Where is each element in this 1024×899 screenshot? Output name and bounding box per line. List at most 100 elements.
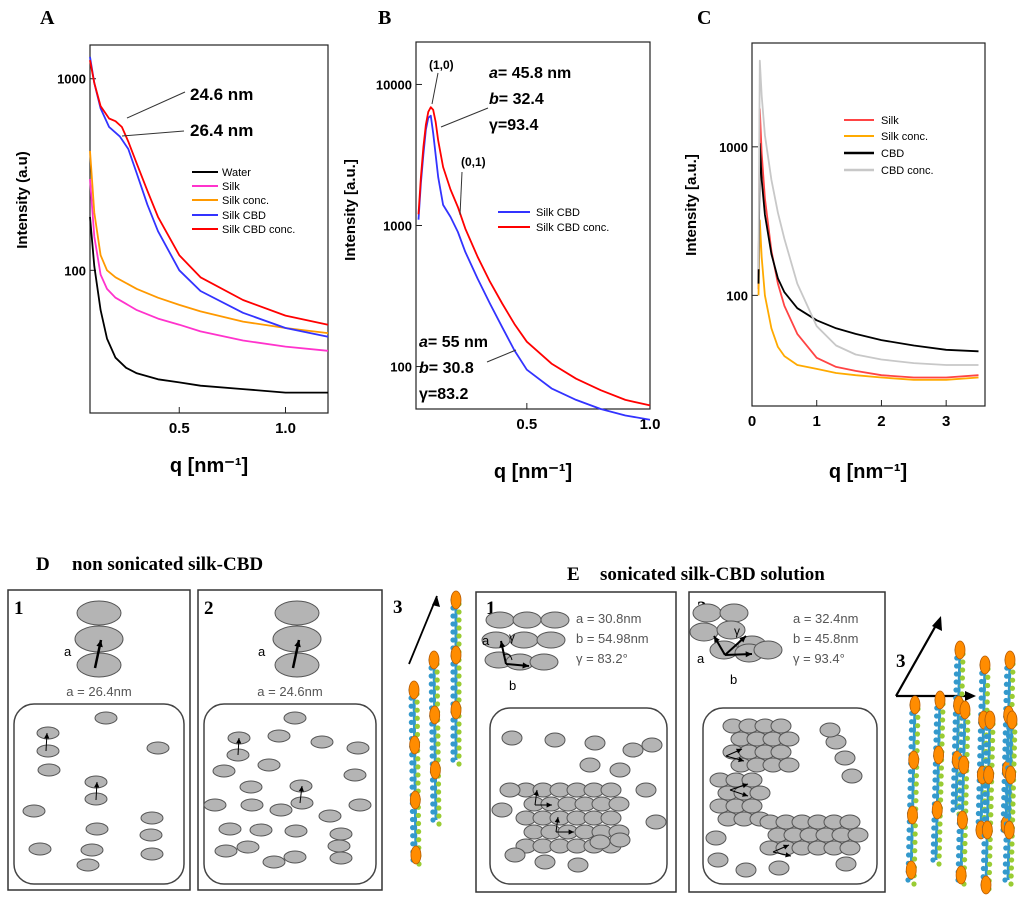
cbd-domain <box>1005 765 1017 785</box>
fiber-bead <box>977 753 983 759</box>
cbd-domain <box>1006 710 1018 730</box>
protein-fiber <box>955 700 971 887</box>
cbd-domain <box>957 810 968 830</box>
panel-a-ylabel: Intensity (a.u) <box>14 151 31 249</box>
e-box-1-particles <box>491 730 667 873</box>
e-box-1-param-a: a = 30.8nm <box>576 611 641 626</box>
schematic-d-title: non sonicated silk-CBD <box>72 554 263 575</box>
e-box-1-label-a: a <box>482 633 490 648</box>
e-box-1-inner <box>489 707 668 885</box>
cbd-domain <box>1004 650 1016 670</box>
fiber-bead <box>957 788 963 794</box>
fiber-bead <box>988 787 995 793</box>
particle <box>544 732 566 748</box>
particle <box>267 729 291 743</box>
lattice-vector-a-head <box>714 636 720 643</box>
lattice-particle <box>485 611 515 629</box>
b-series-silk-cbd <box>417 114 651 421</box>
particle <box>499 782 521 798</box>
particle <box>236 840 260 854</box>
fiber-bead <box>428 689 434 695</box>
cbd-domain <box>409 790 421 810</box>
d-box-1-inner <box>13 703 185 885</box>
cbd-domain <box>905 860 917 880</box>
annotation-01-arrow <box>459 171 463 216</box>
fiber-bead <box>939 733 945 739</box>
fiber-bead <box>914 731 921 737</box>
fiber-bead <box>1002 869 1008 875</box>
fiber-bead <box>415 756 421 762</box>
lattice-particle <box>540 611 570 629</box>
fiber-bead <box>938 765 945 771</box>
fiber-bead <box>450 613 456 619</box>
particle <box>741 772 763 788</box>
fiber-bead <box>410 841 416 847</box>
c-ytick-label: 100 <box>726 288 748 303</box>
legend-label-b-silk-cbd-conc: Silk CBD conc. <box>536 222 609 234</box>
fiber-bead <box>1003 697 1009 704</box>
d-box-2 <box>197 589 383 891</box>
fiber-bead <box>960 667 966 673</box>
fiber-bead <box>956 828 962 835</box>
fiber-backbone <box>432 659 438 821</box>
stack-particle <box>76 600 122 626</box>
fiber-bead <box>1009 701 1015 708</box>
fiber-bead <box>955 861 961 867</box>
small-vector-head <box>742 791 748 797</box>
lattice-particle <box>716 620 746 640</box>
annotation-24-6: 24.6 nm <box>190 85 253 104</box>
d-fibers-number: 3 <box>393 597 403 618</box>
fiber-bead <box>982 791 988 797</box>
fiber-bead <box>978 695 984 701</box>
fiber-bead <box>988 812 994 818</box>
fiber-bead <box>1011 753 1017 759</box>
cbd-domain <box>983 765 995 785</box>
fiber-bead <box>977 728 984 734</box>
fiber-bead <box>456 753 462 759</box>
fiber-backbone <box>984 719 992 886</box>
small-vector-head <box>236 738 242 744</box>
small-vector-head <box>785 852 791 858</box>
fiber-bead <box>940 709 946 715</box>
fiber-bead <box>436 813 442 819</box>
fiber-bead <box>981 841 987 847</box>
lattice-particle <box>709 640 739 660</box>
c-series-cbd <box>757 142 979 353</box>
c-series-cbd-conc <box>757 59 979 366</box>
protein-fiber <box>1002 710 1018 887</box>
particle <box>346 741 370 755</box>
fiber-bead <box>959 691 965 697</box>
fiber-bead <box>435 749 441 755</box>
fiber-bead <box>965 719 971 725</box>
lattice-vector-a-head <box>499 641 506 648</box>
particle <box>85 822 109 836</box>
schematic-d: D non sonicated silk-CBD 1 a a = 26.4nm … <box>7 554 462 891</box>
panel-a-frame <box>89 44 329 414</box>
fiber-backbone <box>979 664 987 831</box>
schematic-e-letter: E <box>567 564 580 585</box>
d-box-1-caption: a = 26.4nm <box>66 684 131 699</box>
fiber-bead <box>450 685 456 691</box>
fiber-bead <box>932 785 938 791</box>
fiber-bead <box>408 727 415 734</box>
particle <box>707 852 729 868</box>
particle <box>501 730 523 746</box>
fiber-bead <box>429 729 435 735</box>
lattice-params-bottom: a= 55 nm b= 30.8 γ=83.2 <box>419 334 488 403</box>
fiber-bead <box>984 733 990 740</box>
fiber-bead <box>1011 745 1018 751</box>
a-series-silk <box>89 178 329 352</box>
lattice-particle <box>689 622 719 642</box>
cbd-domain <box>908 750 920 770</box>
fiber-bead <box>988 803 994 810</box>
fiber-bead <box>1010 677 1016 683</box>
particle <box>589 834 611 850</box>
fiber-bead <box>977 761 983 767</box>
cbd-domain <box>931 800 943 820</box>
small-vector-head <box>546 802 552 808</box>
fiber-backbone <box>934 699 942 861</box>
lattice-bottom-arrow <box>486 349 517 363</box>
fiber-bead <box>961 857 968 863</box>
protein-fiber <box>905 695 921 887</box>
